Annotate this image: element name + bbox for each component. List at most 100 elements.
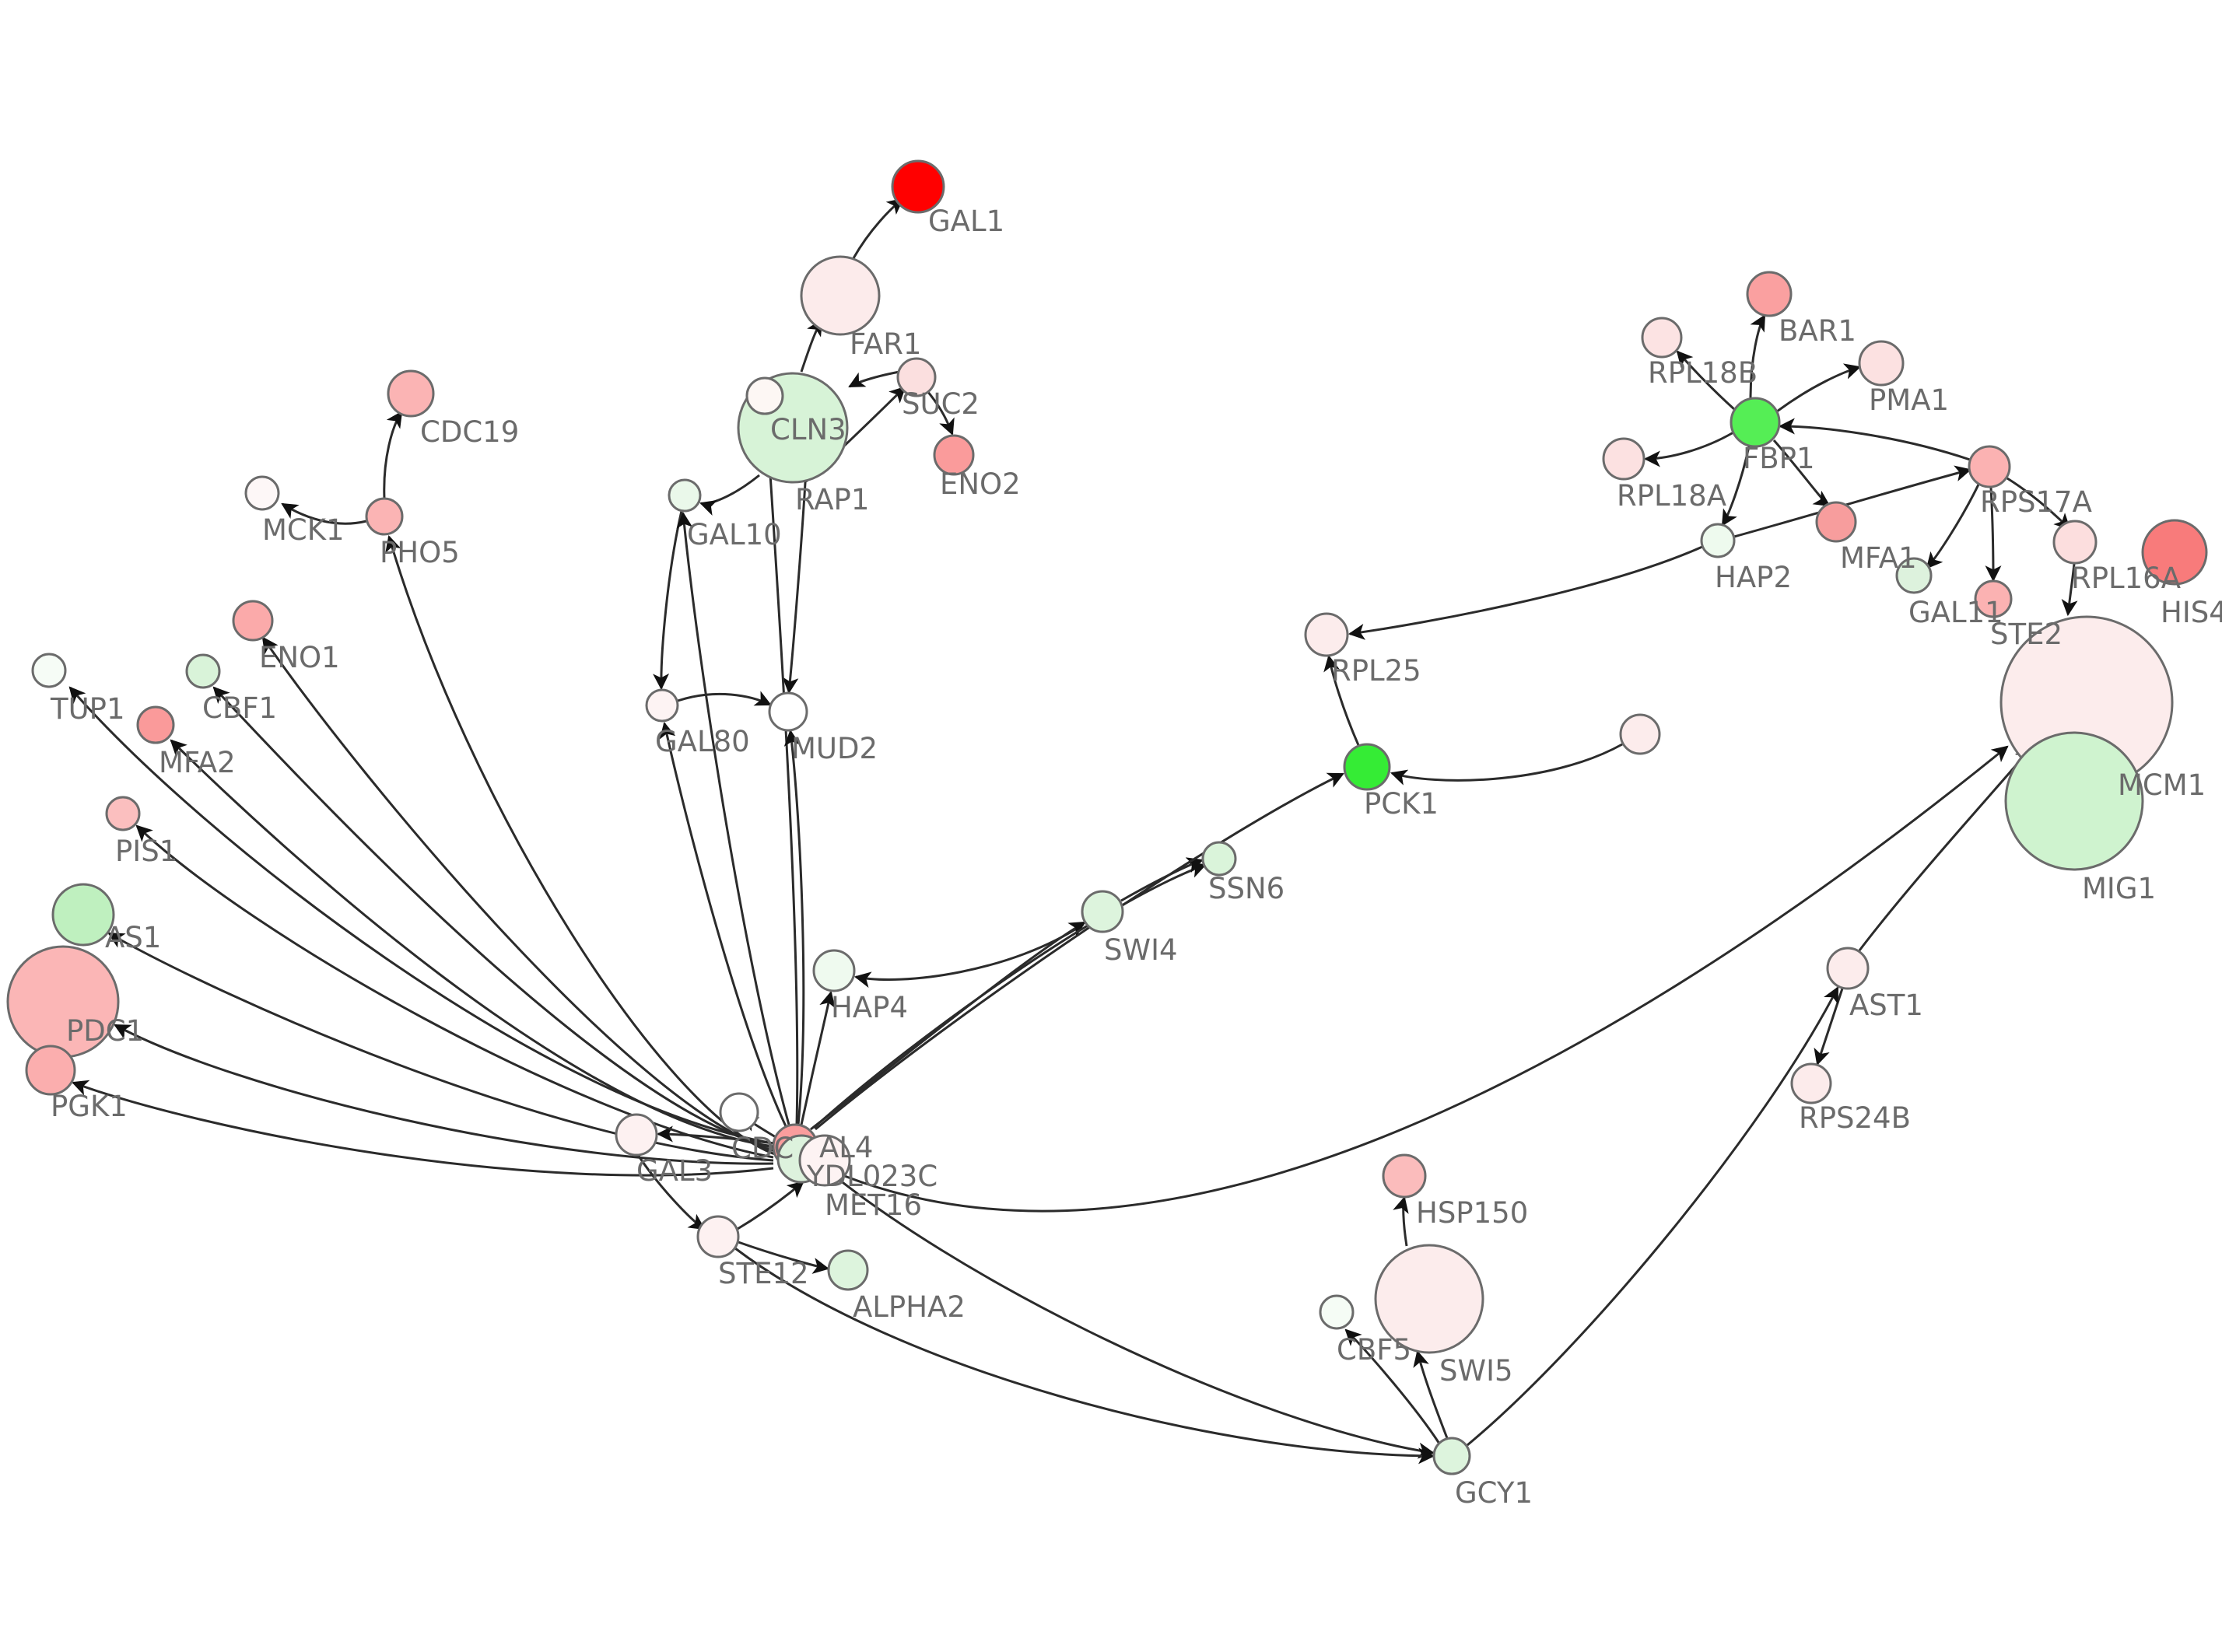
node-pgk1[interactable] [25, 1045, 76, 1096]
edge-rps17a-to-ste2 [1985, 487, 2002, 583]
node-cdc19[interactable] [387, 369, 435, 418]
node-label-rpl18a: RPL18A [1617, 479, 1726, 513]
node-label-bar1: BAR1 [1779, 314, 1856, 348]
node-label-rap1: RAP1 [795, 483, 869, 516]
node-label-eno1: ENO1 [259, 641, 340, 674]
node-label-hap2: HAP2 [1715, 561, 1792, 594]
node-cdc39[interactable] [719, 1092, 759, 1132]
nodes-layer [6, 159, 2208, 1475]
node-rpl18a[interactable] [1602, 437, 1645, 481]
node-ssn6[interactable] [1201, 841, 1237, 877]
node-pis1[interactable] [105, 796, 141, 831]
node-label-ste12: STE12 [718, 1257, 809, 1290]
edge-gal4-to-gcy1 [813, 1157, 1435, 1459]
node-label-mfa2: MFA2 [159, 746, 236, 779]
node-label-cdc39: CDC [731, 1132, 794, 1165]
node-ste12[interactable] [696, 1215, 740, 1258]
node-label-ssn6: SSN6 [1208, 872, 1284, 905]
node-gal1[interactable] [891, 159, 945, 214]
node-label-hsp150: HSP150 [1416, 1196, 1528, 1230]
node-label-cdc19: CDC19 [420, 415, 519, 449]
node-label-rpl25: RPL25 [1331, 654, 1421, 688]
edge-rps17a-to-gal11 [1926, 484, 1980, 569]
node-bar1[interactable] [1746, 271, 1793, 317]
edge-rpl16a-to-mcm1 [2061, 563, 2078, 617]
node-label-pma1: PMA1 [1869, 383, 1949, 417]
edge-fbp1-to-rpl18b [1676, 350, 1737, 411]
node-label-mud2: MUD2 [791, 732, 878, 765]
edge-gal4-to-pis1 [135, 824, 774, 1159]
edge-gal4-to-gal10 [676, 511, 790, 1125]
edge-gal4-to-gal80 [659, 721, 787, 1127]
node-hap2[interactable] [1700, 523, 1736, 558]
edge-pck1-to-rpl25 [1323, 654, 1360, 746]
node-unlabeled_right[interactable] [1619, 713, 1661, 755]
edge-ste12-to-ydl023c [737, 1181, 804, 1230]
node-ste2[interactable] [1974, 579, 2013, 618]
edges-layer [68, 198, 2078, 1465]
node-tup1[interactable] [31, 653, 67, 688]
node-rps17a[interactable] [1968, 445, 2011, 488]
node-swi4[interactable] [1081, 890, 1124, 933]
node-label-gal4: AL4 [819, 1131, 873, 1164]
node-gal10[interactable] [668, 478, 702, 513]
edge-gal4-to-cbf1 [212, 686, 775, 1150]
edge-suc2-to-eno2 [926, 390, 955, 436]
node-label-cbf5: CBF5 [1337, 1333, 1411, 1367]
edge-gal80-to-mud2 [677, 691, 772, 706]
node-label-gcy1: GCY1 [1455, 1476, 1533, 1510]
node-gal80[interactable] [645, 688, 679, 723]
node-mfa2[interactable] [136, 705, 175, 744]
node-gal3[interactable] [615, 1113, 658, 1157]
node-far1[interactable] [800, 255, 881, 336]
node-suc2[interactable] [896, 357, 937, 397]
edge-hap2-to-rps17a [1733, 465, 1972, 538]
node-mck1[interactable] [244, 475, 280, 511]
node-gal11[interactable] [1895, 557, 1933, 594]
node-his4[interactable] [2141, 519, 2208, 586]
node-mfa1[interactable] [1815, 501, 1857, 543]
node-alpha2[interactable] [827, 1249, 869, 1291]
node-gcy1[interactable] [1432, 1437, 1471, 1475]
node-gas1[interactable] [51, 883, 115, 947]
node-label-eno2: ENO2 [940, 467, 1021, 501]
edge-hap2-to-rpl25 [1348, 545, 1703, 640]
node-label-fbp1: FBP1 [1743, 442, 1815, 475]
node-eno1[interactable] [232, 600, 274, 642]
node-label-rpl16a: RPL16A [2071, 562, 2181, 595]
node-hsp150[interactable] [1382, 1153, 1427, 1199]
node-pck1[interactable] [1343, 743, 1391, 791]
node-cbf1[interactable] [185, 653, 221, 689]
node-swi5[interactable] [1374, 1244, 1484, 1354]
node-label-ste2: STE2 [1990, 618, 2063, 651]
node-label-pdc1: PDC1 [66, 1014, 144, 1048]
node-pho5[interactable] [365, 497, 404, 536]
node-rps24b[interactable] [1790, 1062, 1832, 1104]
node-eno2[interactable] [933, 434, 975, 476]
node-label-mig1: MIG1 [2082, 872, 2156, 905]
node-label-his4: HIS4 [2161, 596, 2222, 629]
edge-gal4-to-mud2 [783, 729, 805, 1125]
node-rpl25[interactable] [1304, 612, 1349, 657]
edge-gcy1-to-swi5 [1413, 1349, 1449, 1439]
edge-gal4-to-gas1 [107, 932, 774, 1162]
edge-gal4-to-ssn6 [812, 862, 1207, 1129]
node-pma1[interactable] [1858, 340, 1905, 387]
node-fbp1[interactable] [1730, 397, 1781, 448]
node-rap1[interactable] [745, 376, 784, 415]
node-rpl18b[interactable] [1641, 317, 1683, 359]
node-ast1[interactable] [1826, 947, 1870, 990]
edge-pho5-to-cdc19 [383, 411, 403, 499]
node-mig1[interactable] [2004, 731, 2144, 871]
node-rpl16a[interactable] [2052, 520, 2098, 565]
edge-swi4-to-hap4 [853, 922, 1085, 988]
edge-gcy1-to-cbf5 [1344, 1328, 1441, 1444]
node-cbf5[interactable] [1319, 1294, 1355, 1330]
node-hap4[interactable] [812, 949, 856, 992]
node-label-gal80: GAL80 [655, 725, 750, 758]
node-label-cln3: CLN3 [770, 413, 846, 446]
edge-rps17a-to-fbp1 [1778, 418, 1971, 461]
node-ydl023c[interactable] [798, 1134, 851, 1187]
edge-gal10-to-gal80 [653, 510, 683, 691]
node-mud2[interactable] [768, 691, 808, 732]
